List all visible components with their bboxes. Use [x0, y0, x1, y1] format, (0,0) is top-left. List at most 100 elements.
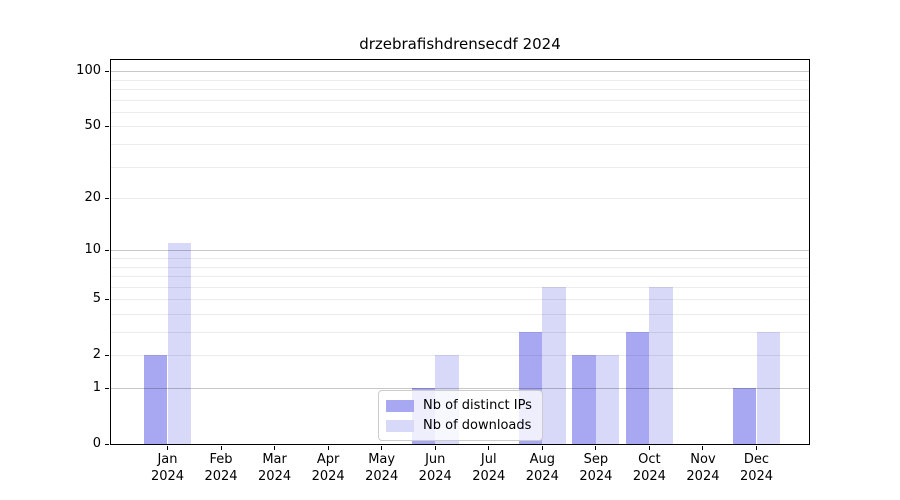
gridline-minor: [111, 79, 809, 81]
y-tick-mark: [105, 387, 109, 389]
bar-downloads-sep: [595, 355, 620, 444]
x-tick-mark: [595, 446, 597, 450]
x-tick-mark: [488, 446, 490, 450]
x-tick-mark: [220, 446, 222, 450]
tick-marks-layer: [105, 60, 809, 450]
legend-swatch-icon: [386, 399, 414, 412]
x-tick-mark: [756, 446, 757, 450]
x-tick-mark: [381, 446, 383, 450]
legend-label: Nb of downloads: [423, 418, 532, 433]
month-label: May: [368, 452, 396, 467]
x-tick-label-mar: Mar 2024: [245, 451, 305, 485]
month-label: Nov: [690, 452, 716, 467]
grid-layer: [111, 60, 809, 444]
gridline-minor: [111, 332, 809, 333]
y-tick-label: 50: [84, 118, 101, 134]
x-tick-label-nov: Nov 2024: [673, 451, 733, 485]
month-label: Apr: [316, 452, 340, 467]
year-label: 2024: [365, 469, 399, 484]
gridline-minor: [111, 286, 809, 288]
x-tick-label-dec: Dec 2024: [727, 451, 787, 485]
y-tick-mark: [105, 70, 109, 72]
month-label: Jul: [480, 452, 497, 467]
month-label: Dec: [743, 452, 770, 467]
gridline-minor: [111, 299, 809, 301]
chart-title: drzebrafishdrensecdf 2024: [359, 35, 561, 53]
month-label: Aug: [529, 452, 555, 467]
gridline-major: [111, 250, 809, 252]
month-label: Jun: [425, 452, 446, 467]
gridline-major: [111, 388, 809, 389]
x-tick-label-aug: Aug 2024: [512, 451, 572, 485]
gridline-minor: [111, 198, 809, 200]
x-tick-mark: [274, 446, 276, 450]
x-tick-label-apr: Apr 2024: [298, 451, 358, 485]
legend-item-downloads: Nb of downloads: [386, 418, 532, 433]
month-label: Mar: [262, 452, 287, 467]
gridline-minor: [111, 144, 809, 145]
year-label: 2024: [258, 469, 292, 484]
y-tick-mark: [105, 249, 109, 251]
x-tick-mark: [648, 446, 650, 450]
month-label: Jan: [157, 452, 178, 467]
gridline-minor: [111, 166, 809, 168]
bar-distinct-ips-jan: [144, 355, 168, 444]
year-label: 2024: [418, 469, 452, 484]
year-label: 2024: [311, 469, 345, 484]
bar-downloads-aug: [542, 286, 566, 444]
bar-downloads-oct: [649, 286, 673, 444]
y-tick-mark: [105, 298, 109, 300]
bar-distinct-ips-oct: [626, 332, 650, 444]
legend-swatch-icon: [386, 419, 414, 432]
year-label: 2024: [739, 469, 774, 484]
bar-downloads-jan: [167, 243, 191, 444]
x-tick-label-jun: Jun 2024: [405, 451, 465, 485]
y-tick-label: 0: [92, 436, 101, 451]
x-tick-label-may: May 2024: [352, 451, 412, 485]
gridline-minor: [111, 276, 809, 278]
gridline-minor: [111, 111, 809, 113]
month-label: Feb: [209, 452, 233, 467]
gridline-minor: [111, 89, 809, 90]
year-label: 2024: [525, 469, 559, 484]
year-label: 2024: [632, 469, 666, 484]
y-tick-label: 1: [92, 380, 101, 395]
legend-label: Nb of distinct IPs: [423, 398, 532, 413]
y-tick-label: 2: [92, 347, 101, 363]
y-tick-mark: [105, 197, 109, 199]
x-tick-mark: [327, 446, 329, 450]
legend: Nb of distinct IPs Nb of downloads: [378, 390, 543, 441]
gridline-major: [111, 71, 809, 73]
gridline-minor: [111, 99, 809, 101]
gridline-minor: [111, 313, 809, 315]
x-tick-mark: [541, 446, 543, 450]
year-label: 2024: [150, 469, 185, 484]
gridline-minor: [111, 126, 809, 128]
bar-downloads-dec: [756, 332, 780, 444]
legend-item-distinct-ips: Nb of distinct IPs: [386, 398, 532, 413]
y-tick-mark: [105, 125, 109, 127]
year-label: 2024: [686, 469, 720, 484]
year-label: 2024: [204, 469, 238, 484]
y-tick-label: 10: [84, 242, 101, 258]
x-tick-label-oct: Oct 2024: [619, 451, 679, 485]
month-label: Oct: [638, 452, 661, 467]
x-tick-label-jan: Jan 2024: [138, 451, 198, 485]
plot-area: Nb of distinct IPs Nb of downloads: [105, 59, 810, 450]
bar-distinct-ips-sep: [572, 355, 596, 444]
year-label: 2024: [472, 469, 506, 484]
y-tick-mark: [105, 443, 109, 445]
y-tick-label: 100: [76, 63, 101, 79]
bar-distinct-ips-dec: [733, 388, 757, 444]
x-tick-mark: [702, 446, 704, 450]
x-tick-mark: [167, 446, 168, 450]
month-label: Sep: [583, 452, 609, 467]
x-tick-mark: [434, 446, 436, 450]
x-tick-label-sep: Sep 2024: [566, 451, 626, 485]
y-tick-label: 20: [84, 190, 101, 206]
year-label: 2024: [579, 469, 613, 484]
y-tick-label: 5: [92, 291, 101, 307]
gridline-minor: [111, 266, 809, 268]
gridline-minor: [111, 355, 809, 357]
